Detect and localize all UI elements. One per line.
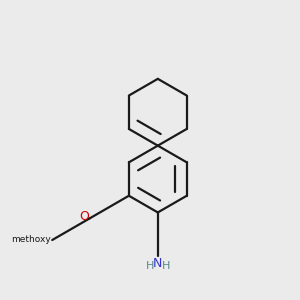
Text: O: O — [79, 210, 88, 223]
Text: N: N — [153, 257, 163, 270]
Text: H: H — [162, 261, 170, 271]
Text: H: H — [146, 261, 154, 271]
Text: methoxy: methoxy — [11, 235, 51, 244]
